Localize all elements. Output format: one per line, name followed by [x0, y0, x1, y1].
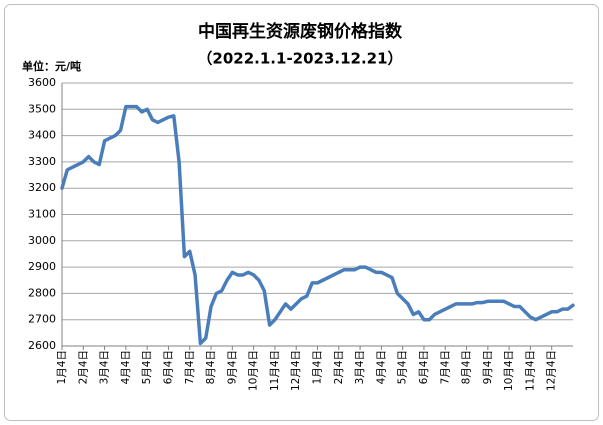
x-tick-label: 6月4日 — [162, 350, 174, 384]
x-tick-label: 3月4日 — [99, 350, 111, 384]
y-tick-label: 2700 — [28, 313, 56, 326]
y-tick-label: 3100 — [28, 208, 56, 221]
y-axis-label: 单位：元/吨 — [22, 59, 81, 73]
x-tick-label: 11月4日 — [269, 350, 281, 391]
x-tick-label: 1月4日 — [312, 350, 324, 384]
x-tick-label: 5月4日 — [141, 350, 153, 384]
y-tick-label: 3000 — [28, 234, 56, 247]
chart-frame — [4, 4, 599, 421]
x-tick-label: 4月4日 — [120, 350, 132, 384]
y-tick-label: 3300 — [28, 155, 56, 168]
x-tick-label: 7月4日 — [439, 350, 451, 384]
x-tick-label: 2月4日 — [333, 350, 345, 384]
x-tick-label: 12月4日 — [290, 350, 302, 391]
y-tick-label: 3400 — [28, 129, 56, 142]
y-tick-label: 2900 — [28, 260, 56, 273]
x-tick-label: 12月4日 — [546, 350, 558, 391]
y-tick-label: 2600 — [28, 339, 56, 352]
y-tick-label: 3500 — [28, 102, 56, 115]
x-tick-label: 1月4日 — [56, 350, 68, 384]
x-tick-label: 9月4日 — [482, 350, 494, 384]
x-tick-label: 8月4日 — [205, 350, 217, 384]
x-tick-label: 8月4日 — [461, 350, 473, 384]
y-tick-label: 2800 — [28, 286, 56, 299]
y-tick-label: 3200 — [28, 181, 56, 194]
x-tick-label: 3月4日 — [354, 350, 366, 384]
x-tick-label: 2月4日 — [77, 350, 89, 384]
chart-title: 中国再生资源废钢价格指数 — [198, 21, 403, 42]
x-tick-label: 4月4日 — [375, 350, 387, 384]
x-tick-label: 11月4日 — [524, 350, 536, 391]
x-tick-label: 7月4日 — [184, 350, 196, 384]
x-tick-label: 5月4日 — [397, 350, 409, 384]
x-tick-label: 10月4日 — [503, 350, 515, 391]
x-tick-label: 6月4日 — [418, 350, 430, 384]
x-tick-label: 9月4日 — [226, 350, 238, 384]
x-tick-label: 10月4日 — [248, 350, 260, 391]
line-series — [60, 104, 575, 346]
chart-subtitle: （2022.1.1-2023.12.21） — [197, 50, 402, 68]
y-tick-label: 3600 — [28, 76, 56, 89]
